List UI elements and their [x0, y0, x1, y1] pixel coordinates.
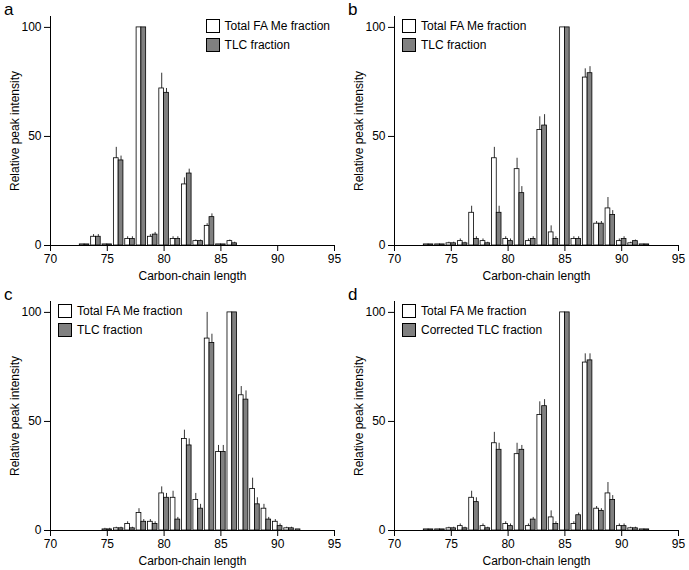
svg-text:80: 80: [157, 252, 171, 266]
svg-text:100: 100: [365, 305, 385, 319]
html-text:Total FA Me fraction: Total FA Me fraction: [421, 304, 527, 318]
svg-text:75: 75: [101, 537, 115, 551]
html-text:Corrected TLC fraction: Corrected TLC fraction: [421, 323, 543, 337]
html-text:TLC fraction: TLC fraction: [421, 38, 487, 52]
svg-text:100: 100: [21, 305, 41, 319]
html-text:TLC fraction: TLC fraction: [77, 323, 143, 337]
svg-text:Carbon-chain length: Carbon-chain length: [482, 269, 590, 283]
svg-text:0: 0: [379, 523, 386, 537]
svg-text:80: 80: [157, 537, 171, 551]
svg-text:75: 75: [445, 252, 459, 266]
svg-text:Carbon-chain length: Carbon-chain length: [482, 554, 590, 568]
svg-text:Relative peak intensity: Relative peak intensity: [352, 71, 366, 191]
html-text:Total FA Me fraction: Total FA Me fraction: [77, 304, 183, 318]
svg-text:70: 70: [44, 252, 58, 266]
svg-text:50: 50: [372, 414, 386, 428]
svg-text:50: 50: [372, 129, 386, 143]
svg-text:85: 85: [214, 537, 228, 551]
svg-text:Relative peak intensity: Relative peak intensity: [8, 71, 22, 191]
svg-text:90: 90: [615, 537, 629, 551]
svg-text:75: 75: [101, 252, 115, 266]
svg-text:70: 70: [44, 537, 58, 551]
svg-text:90: 90: [271, 537, 285, 551]
html-text:TLC fraction: TLC fraction: [224, 38, 290, 52]
svg-text:85: 85: [558, 537, 572, 551]
svg-text:Carbon-chain length: Carbon-chain length: [138, 269, 246, 283]
svg-text:80: 80: [501, 537, 515, 551]
svg-text:75: 75: [445, 537, 459, 551]
html-text:c: c: [4, 285, 13, 304]
svg-text:95: 95: [672, 537, 686, 551]
svg-text:Carbon-chain length: Carbon-chain length: [138, 554, 246, 568]
svg-text:100: 100: [365, 20, 385, 34]
html-text:Total FA Me fraction: Total FA Me fraction: [224, 19, 330, 33]
svg-text:85: 85: [214, 252, 228, 266]
html-text:a: a: [4, 0, 14, 19]
svg-text:85: 85: [558, 252, 572, 266]
svg-text:50: 50: [28, 129, 42, 143]
svg-text:70: 70: [388, 252, 402, 266]
svg-text:100: 100: [21, 20, 41, 34]
svg-text:95: 95: [328, 537, 342, 551]
svg-text:50: 50: [28, 414, 42, 428]
svg-text:0: 0: [35, 523, 42, 537]
svg-text:95: 95: [328, 252, 342, 266]
html-text:Total FA Me fraction: Total FA Me fraction: [421, 19, 527, 33]
svg-text:Relative peak intensity: Relative peak intensity: [352, 356, 366, 476]
html-text:d: d: [348, 285, 358, 304]
svg-text:80: 80: [501, 252, 515, 266]
svg-text:90: 90: [615, 252, 629, 266]
svg-text:90: 90: [271, 252, 285, 266]
html-text:b: b: [348, 0, 358, 19]
svg-text:95: 95: [672, 252, 686, 266]
svg-text:Relative peak intensity: Relative peak intensity: [8, 356, 22, 476]
svg-text:0: 0: [379, 238, 386, 252]
svg-text:70: 70: [388, 537, 402, 551]
svg-text:0: 0: [35, 238, 42, 252]
